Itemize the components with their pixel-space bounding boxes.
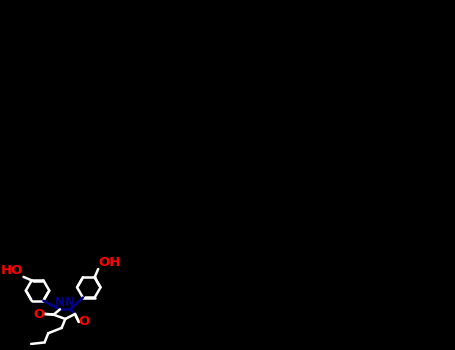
Text: OH: OH [98, 256, 121, 269]
Text: N: N [65, 296, 75, 309]
Text: N: N [55, 296, 65, 309]
Text: O: O [33, 308, 45, 321]
Text: HO: HO [1, 264, 23, 277]
Text: O: O [79, 315, 90, 328]
